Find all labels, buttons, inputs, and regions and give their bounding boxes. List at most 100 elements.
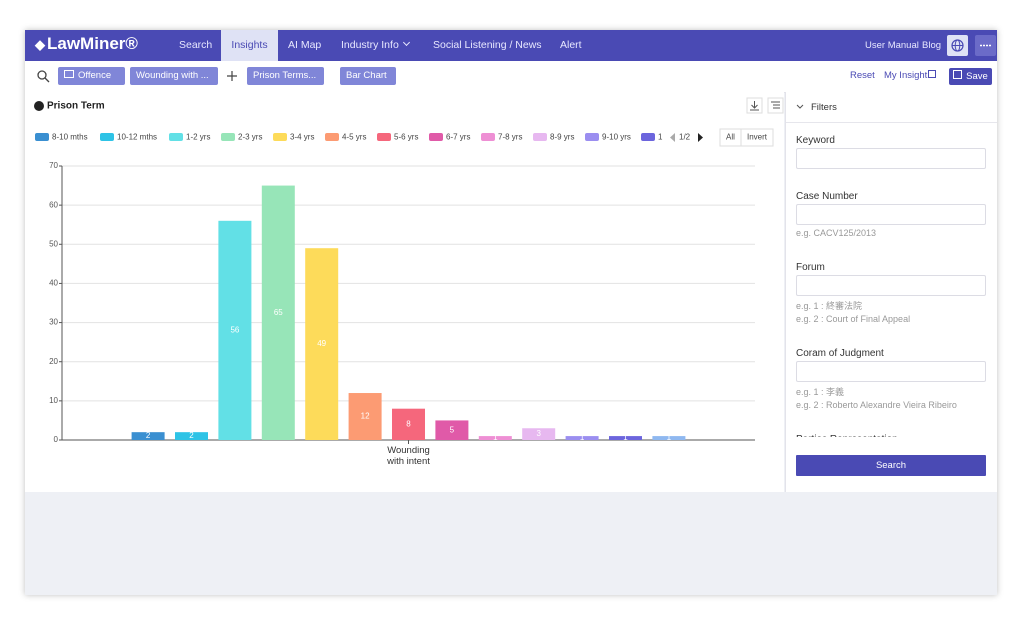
save-button[interactable]: Save	[949, 68, 992, 85]
field-input[interactable]	[796, 275, 986, 296]
chart: Prison Term 0 10 20 30 40 50 60 70 8-10 mths 10-1…	[34, 97, 784, 444]
search-button[interactable]: Search	[796, 455, 986, 476]
filters-title: Filters	[811, 102, 837, 113]
legend-label: 8-9 yrs	[550, 133, 574, 142]
menu-button[interactable]	[975, 35, 996, 56]
nav-link[interactable]: Blog	[922, 40, 942, 51]
filter-chip[interactable]: Wounding with ...	[130, 67, 218, 96]
data-label: 1	[623, 433, 628, 442]
save-icon	[953, 70, 963, 79]
add-button[interactable]	[227, 71, 237, 81]
nav-item[interactable]: Social Listening / News	[433, 39, 542, 51]
data-label: 2	[189, 431, 194, 440]
y-tick-label: 60	[49, 200, 58, 209]
chart-title: Prison Term	[47, 101, 105, 112]
selector[interactable]: Prison Terms...	[247, 67, 324, 95]
field-label: Forum	[796, 262, 825, 273]
nav-item-active[interactable]: Insights	[221, 30, 278, 61]
legend-swatch	[585, 133, 599, 141]
bar	[305, 248, 339, 440]
legend-label: 3-4 yrs	[290, 133, 314, 142]
list-icon	[771, 101, 780, 109]
nav-item[interactable]: AI Map	[288, 39, 322, 51]
x-tick-label: Wounding with intent	[387, 445, 430, 467]
globe-icon	[951, 39, 964, 52]
selector-text: Prison Terms...	[253, 70, 317, 81]
link-icon	[928, 70, 937, 78]
nav-link[interactable]: User Manual	[865, 40, 919, 51]
search-icon[interactable]	[36, 69, 50, 83]
data-label: 49	[317, 339, 326, 348]
y-tick-label: 10	[49, 396, 58, 405]
menu-icon	[980, 44, 991, 47]
legend-swatch	[533, 133, 547, 141]
legend-swatch	[641, 133, 655, 141]
field-label: Parties Representation	[796, 434, 898, 437]
bar	[435, 420, 469, 440]
legend-label: 7-8 yrs	[498, 133, 522, 142]
reset-link[interactable]: Reset	[850, 70, 875, 81]
data-label: 2	[146, 431, 151, 440]
legend-prev	[670, 133, 675, 142]
bar	[478, 436, 512, 440]
legend-label: 9-10 yrs	[602, 133, 631, 142]
legend-swatch	[273, 133, 287, 141]
data-label: 1	[580, 433, 585, 442]
chip-icon	[64, 70, 74, 78]
legend-label: 6-7 yrs	[446, 133, 470, 142]
selector-text: Bar Chart	[346, 70, 387, 81]
field-hint: e.g. CACV125/2013	[796, 228, 877, 238]
field-input[interactable]	[796, 148, 986, 169]
legend-label: 2-3 yrs	[238, 133, 262, 142]
bar	[218, 220, 252, 440]
nav-item[interactable]: Alert	[560, 39, 582, 51]
legend-swatch	[325, 133, 339, 141]
bar	[175, 432, 208, 440]
field-hint: e.g. 2 : Roberto Alexandre Vieira Ribeir…	[796, 400, 957, 410]
bar	[565, 436, 599, 440]
field-hint: e.g. 1 : 終審法院	[796, 301, 863, 311]
legend-label: 10-12 mths	[117, 133, 157, 142]
chevron	[402, 38, 410, 47]
nav-item[interactable]: Search	[179, 39, 213, 51]
selector[interactable]: Bar Chart	[340, 67, 396, 95]
legend-swatch	[35, 133, 49, 141]
nav-item[interactable]: Industry Info	[341, 30, 410, 61]
bar	[609, 436, 642, 440]
filter-chip[interactable]: Offence	[58, 67, 125, 96]
chart-panel: Prison Term 0 10 20 30 40 50 60 70 8-10 mths 10-1…	[25, 92, 784, 492]
nav-bar: ◆ LawMiner® Search Insights AI Map Indust…	[25, 30, 997, 61]
chip-text: Wounding with ...	[136, 70, 209, 81]
collapse-icon[interactable]	[796, 103, 804, 111]
legend-label: 4-5 yrs	[342, 133, 366, 142]
field-input[interactable]	[796, 204, 986, 225]
data-label: 12	[361, 412, 370, 421]
legend-button: All	[726, 133, 735, 142]
legend-toggle[interactable]	[719, 128, 774, 147]
field-input[interactable]	[796, 361, 986, 382]
y-tick-label: 50	[49, 239, 58, 248]
chip-text: Offence	[78, 70, 112, 81]
logo-icon: ◆	[35, 37, 45, 52]
nav-item-text: Industry Info	[341, 39, 399, 51]
field-label: Keyword	[796, 135, 835, 146]
globe-button[interactable]	[947, 35, 968, 56]
legend-swatch	[481, 133, 495, 141]
bar	[261, 185, 295, 440]
legend-label: 1-2 yrs	[186, 133, 210, 142]
data-label: 1	[493, 433, 498, 442]
logo[interactable]: ◆ LawMiner®	[35, 34, 138, 54]
toolbar: Offence Wounding with ... Prison Terms..…	[25, 61, 997, 96]
legend-label: 5-6 yrs	[394, 133, 418, 142]
data-label: 56	[230, 326, 239, 335]
legend-swatch	[429, 133, 443, 141]
info-icon[interactable]	[34, 101, 44, 111]
field-hint: e.g. 2 : Court of Final Appeal	[796, 314, 911, 324]
y-tick-label: 0	[54, 435, 59, 444]
bar	[522, 428, 556, 440]
legend-swatch	[169, 133, 183, 141]
my-insight-link[interactable]: My Insight	[884, 70, 937, 81]
data-label: 65	[274, 308, 283, 317]
link-text: My Insight	[884, 70, 928, 81]
field-label: Case Number	[796, 191, 858, 202]
